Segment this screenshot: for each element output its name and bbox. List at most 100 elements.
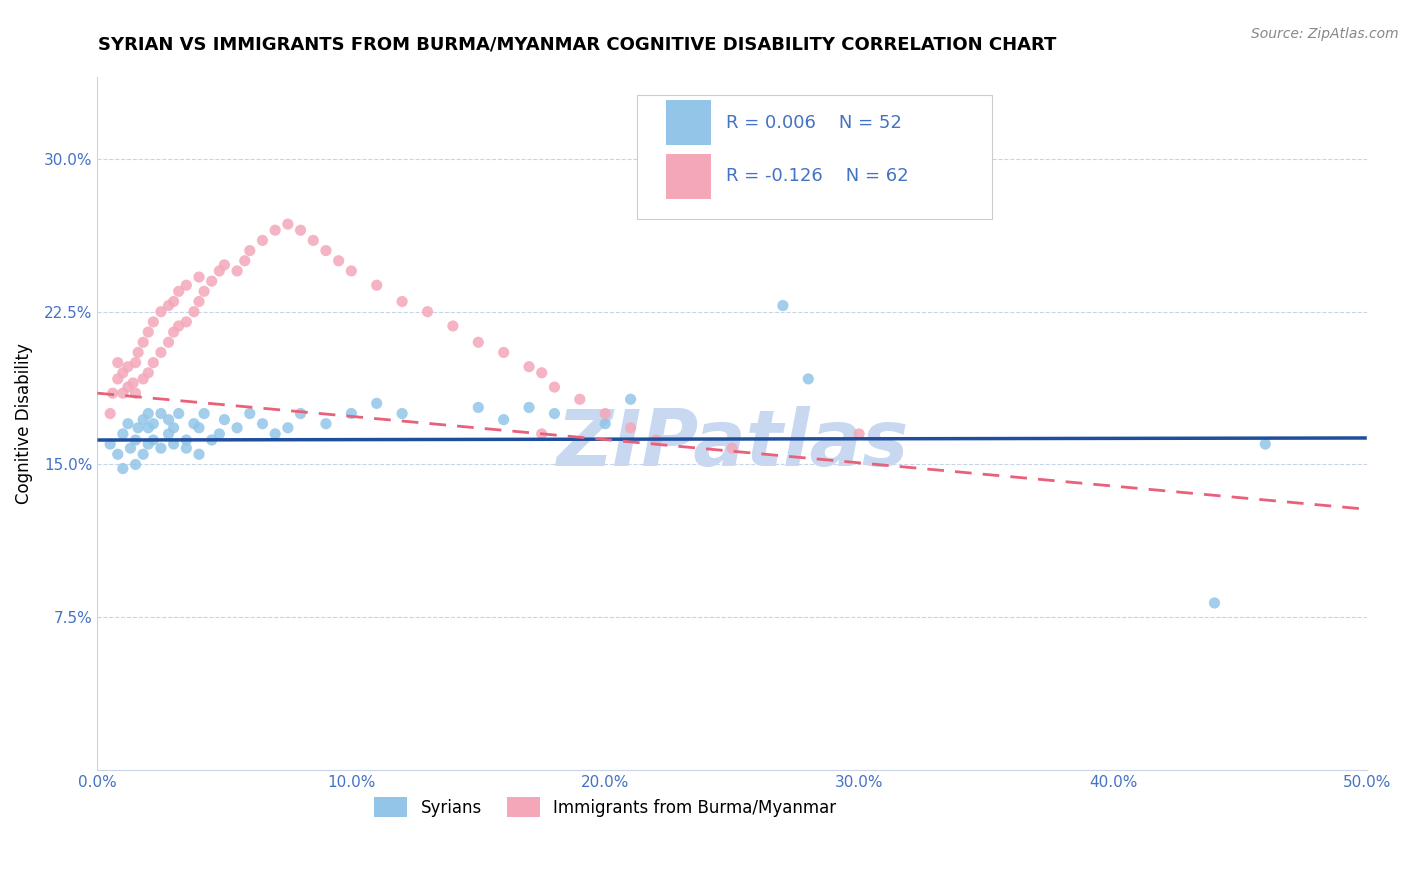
- Legend: Syrians, Immigrants from Burma/Myanmar: Syrians, Immigrants from Burma/Myanmar: [367, 790, 844, 824]
- Point: [1254, 437, 1277, 451]
- Point: [193, 285, 215, 299]
- Point: [111, 386, 134, 401]
- Point: [162, 421, 184, 435]
- Point: [193, 407, 215, 421]
- Point: [136, 421, 159, 435]
- Point: [149, 345, 172, 359]
- Point: [315, 417, 337, 431]
- Point: [136, 366, 159, 380]
- Point: [183, 417, 205, 431]
- Point: [593, 417, 616, 431]
- Point: [721, 441, 744, 455]
- Point: [441, 318, 464, 333]
- Point: [530, 426, 553, 441]
- Point: [132, 447, 155, 461]
- Point: [176, 278, 198, 293]
- Point: [124, 433, 146, 447]
- Point: [157, 426, 180, 441]
- Point: [340, 264, 363, 278]
- Point: [101, 386, 124, 401]
- Point: [127, 421, 149, 435]
- Point: [302, 234, 325, 248]
- Point: [136, 325, 159, 339]
- Point: [157, 412, 180, 426]
- Point: [162, 437, 184, 451]
- Point: [188, 270, 211, 285]
- Point: [142, 356, 165, 370]
- Point: [467, 401, 489, 415]
- Point: [568, 392, 591, 407]
- Point: [176, 433, 198, 447]
- Point: [208, 264, 231, 278]
- Point: [157, 299, 180, 313]
- Point: [157, 335, 180, 350]
- Point: [252, 417, 274, 431]
- Point: [772, 299, 794, 313]
- Text: R = -0.126    N = 62: R = -0.126 N = 62: [725, 167, 908, 186]
- Point: [201, 433, 224, 447]
- Point: [132, 335, 155, 350]
- Bar: [666, 100, 710, 145]
- Text: R = 0.006    N = 52: R = 0.006 N = 52: [725, 114, 901, 132]
- Point: [98, 437, 121, 451]
- Point: [117, 417, 139, 431]
- Point: [366, 278, 388, 293]
- Point: [124, 458, 146, 472]
- Point: [416, 304, 439, 318]
- Point: [391, 407, 413, 421]
- Point: [167, 407, 190, 421]
- Point: [132, 412, 155, 426]
- Point: [124, 386, 146, 401]
- Y-axis label: Cognitive Disability: Cognitive Disability: [15, 343, 32, 504]
- Point: [122, 376, 145, 390]
- Point: [366, 396, 388, 410]
- Point: [120, 441, 142, 455]
- Point: [492, 412, 515, 426]
- Point: [111, 426, 134, 441]
- Point: [214, 258, 236, 272]
- Point: [117, 359, 139, 374]
- Point: [142, 417, 165, 431]
- Point: [797, 372, 820, 386]
- Point: [391, 294, 413, 309]
- Point: [593, 407, 616, 421]
- Point: [290, 407, 312, 421]
- Point: [530, 366, 553, 380]
- Point: [124, 356, 146, 370]
- Point: [136, 407, 159, 421]
- Point: [315, 244, 337, 258]
- Point: [107, 372, 129, 386]
- Point: [176, 441, 198, 455]
- Point: [127, 345, 149, 359]
- Point: [111, 461, 134, 475]
- Text: Source: ZipAtlas.com: Source: ZipAtlas.com: [1251, 27, 1399, 41]
- Point: [162, 294, 184, 309]
- Point: [467, 335, 489, 350]
- Point: [149, 407, 172, 421]
- Point: [492, 345, 515, 359]
- Point: [107, 447, 129, 461]
- Point: [188, 447, 211, 461]
- Point: [188, 294, 211, 309]
- Point: [162, 325, 184, 339]
- Point: [264, 223, 287, 237]
- Point: [117, 380, 139, 394]
- Point: [167, 285, 190, 299]
- Point: [149, 304, 172, 318]
- Point: [107, 356, 129, 370]
- Point: [142, 433, 165, 447]
- Text: SYRIAN VS IMMIGRANTS FROM BURMA/MYANMAR COGNITIVE DISABILITY CORRELATION CHART: SYRIAN VS IMMIGRANTS FROM BURMA/MYANMAR …: [98, 36, 1057, 54]
- Point: [340, 407, 363, 421]
- Point: [517, 401, 540, 415]
- Point: [226, 421, 249, 435]
- Point: [277, 421, 299, 435]
- Point: [290, 223, 312, 237]
- Point: [214, 412, 236, 426]
- Point: [176, 315, 198, 329]
- Point: [1204, 596, 1226, 610]
- Point: [252, 234, 274, 248]
- Text: ZIPatlas: ZIPatlas: [555, 407, 908, 483]
- Point: [208, 426, 231, 441]
- Point: [183, 304, 205, 318]
- Point: [136, 437, 159, 451]
